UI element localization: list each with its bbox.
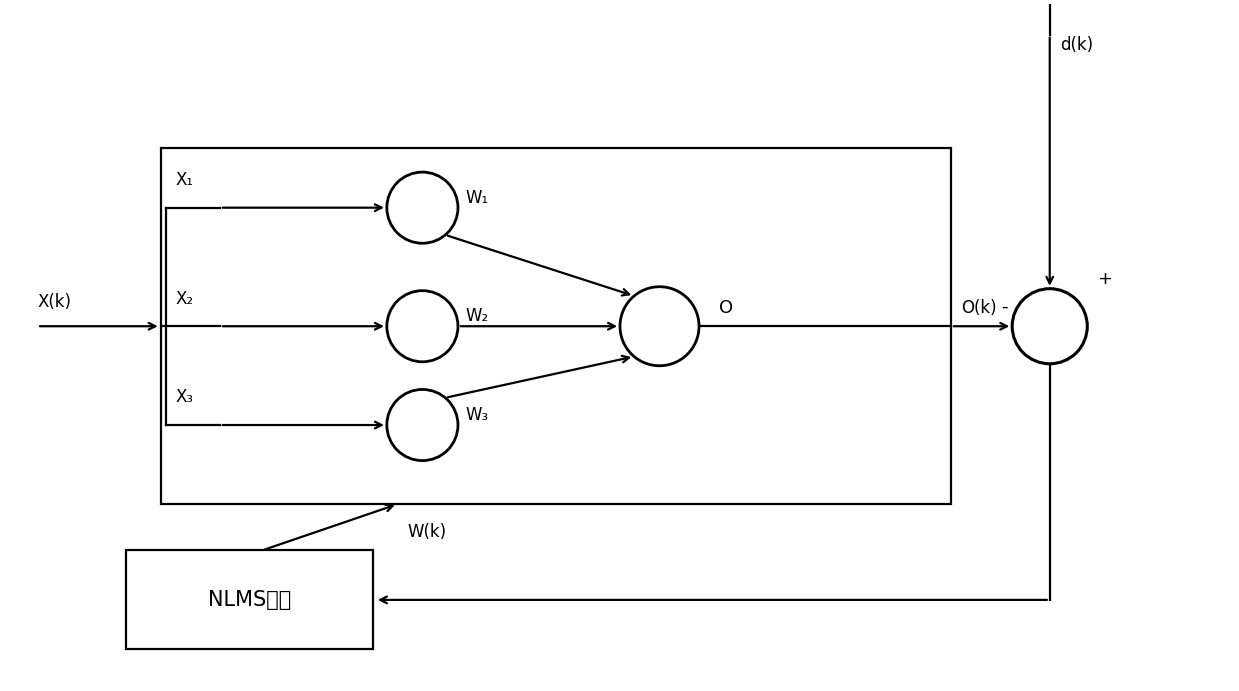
Text: X₂: X₂ xyxy=(176,290,193,307)
Circle shape xyxy=(387,172,458,243)
Text: -: - xyxy=(1001,298,1007,316)
Text: W₁: W₁ xyxy=(466,189,489,207)
Text: X₁: X₁ xyxy=(176,171,193,189)
Text: W₂: W₂ xyxy=(466,307,489,325)
Circle shape xyxy=(620,287,699,366)
Text: +: + xyxy=(1098,269,1113,288)
Text: NLMS算法: NLMS算法 xyxy=(208,590,291,610)
Text: X(k): X(k) xyxy=(37,292,71,310)
Circle shape xyxy=(387,390,458,461)
Bar xyxy=(126,551,373,650)
Circle shape xyxy=(1012,289,1088,363)
Text: O(k): O(k) xyxy=(960,299,996,317)
Text: X₃: X₃ xyxy=(176,388,193,406)
Circle shape xyxy=(387,291,458,362)
Text: O: O xyxy=(719,299,733,317)
Text: W₃: W₃ xyxy=(466,406,489,424)
Text: W(k): W(k) xyxy=(408,522,447,541)
Bar xyxy=(161,149,952,504)
Text: d(k): d(k) xyxy=(1059,36,1093,54)
